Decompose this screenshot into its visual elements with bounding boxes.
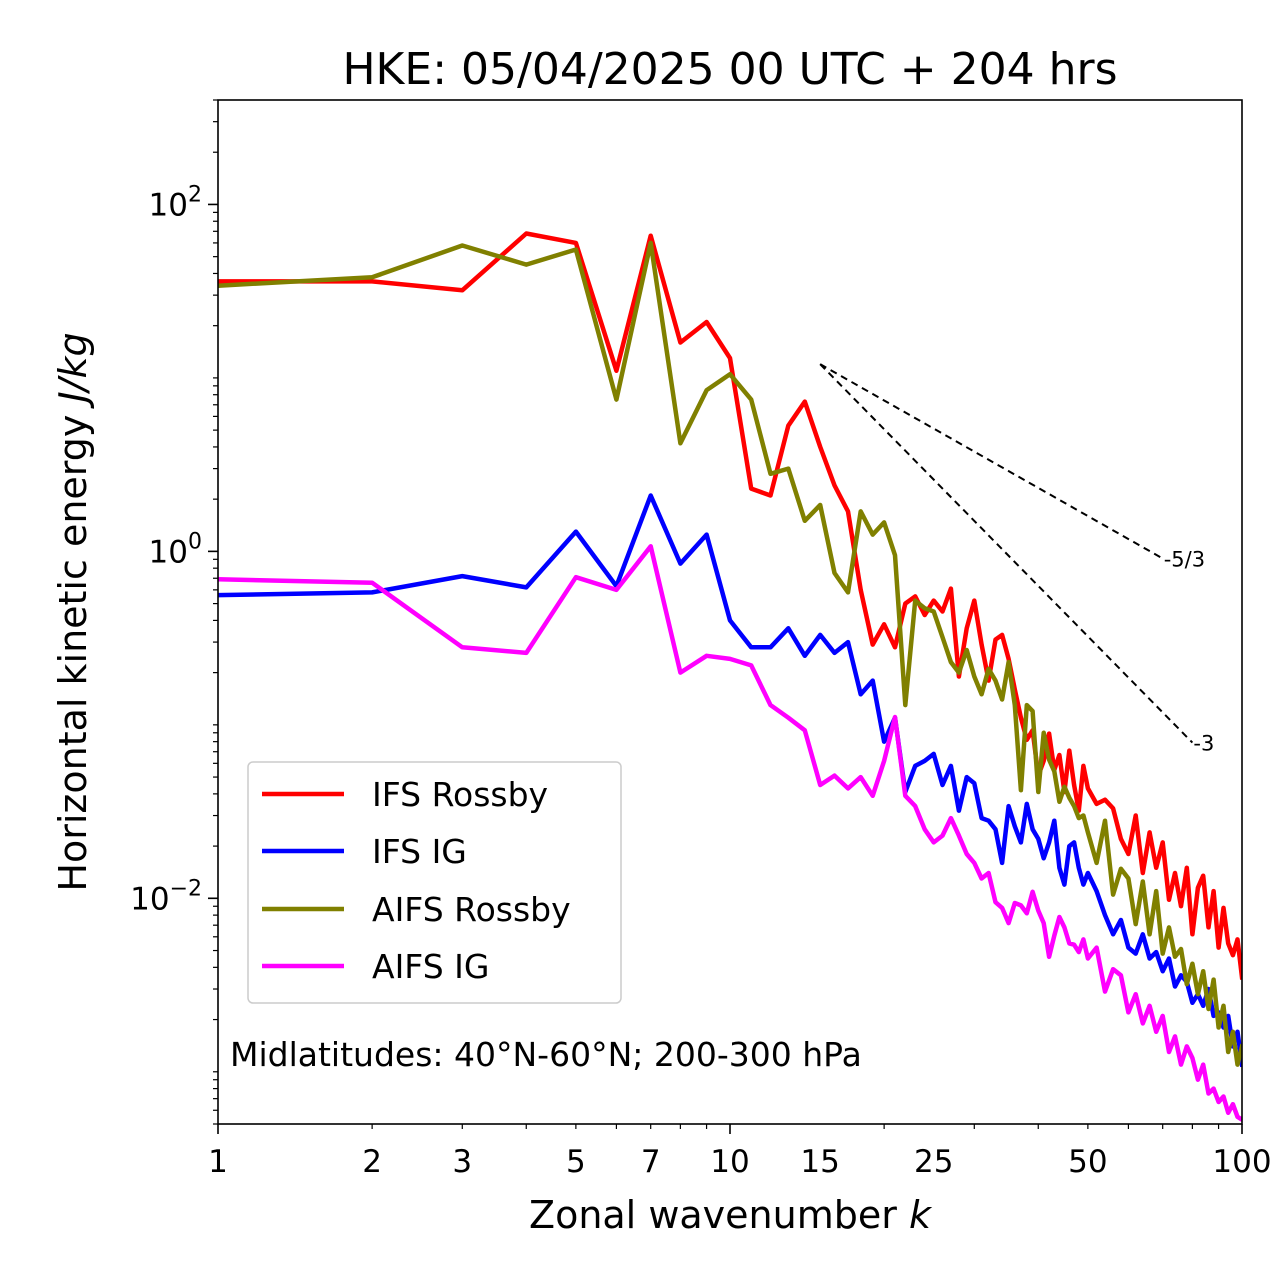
legend-label-ifs-ig: IFS IG: [372, 832, 467, 871]
reference-line-label-0: -5/3: [1164, 547, 1205, 571]
reference-line-label-1: -3: [1193, 732, 1214, 756]
legend-box: [247, 761, 622, 1004]
series-line-aifs-rossby: [218, 240, 1242, 1067]
x-axis-label: Zonal wavenumber k: [529, 1193, 933, 1237]
legend-label-ifs-rossby: IFS Rossby: [372, 775, 548, 814]
x-tick-label: 1: [208, 1144, 228, 1180]
x-tick-label: 100: [1212, 1144, 1271, 1180]
y-axis-label: Horizontal kinetic energy J/kg: [51, 332, 95, 891]
chart-title: HKE: 05/04/2025 00 UTC + 204 hrs: [342, 44, 1117, 95]
y-tick-label: 102: [149, 182, 202, 223]
series-line-ifs-ig: [218, 493, 1242, 1068]
region-annotation: Midlatitudes: 40°N-60°N; 200-300 hPa: [230, 1035, 862, 1074]
series-line-aifs-ig: [218, 544, 1242, 1123]
series-line-ifs-rossby: [218, 231, 1242, 980]
x-tick-label: 25: [914, 1144, 953, 1180]
y-axis-ticks: 10−2 100 102: [130, 99, 218, 1125]
legend-label-aifs-ig: AIFS IG: [372, 947, 489, 986]
x-tick-label: 50: [1068, 1144, 1107, 1180]
y-tick-label: 100: [149, 529, 202, 570]
series-layer: [218, 231, 1242, 1123]
x-tick-label: 7: [641, 1144, 661, 1180]
x-tick-label: 10: [710, 1144, 749, 1180]
x-axis-ticks: 1 2 3 5 7 10 15 25 50 100: [208, 1124, 1272, 1180]
x-tick-label: 2: [362, 1144, 382, 1180]
reference-line-1: [819, 363, 1194, 744]
x-tick-label: 3: [452, 1144, 472, 1180]
legend-label-aifs-rossby: AIFS Rossby: [372, 890, 571, 929]
x-tick-label: 5: [566, 1144, 586, 1180]
legend: IFS Rossby IFS IG AIFS Rossby AIFS IG: [247, 761, 622, 1004]
reference-lines: -5/3 -3: [819, 363, 1214, 756]
reference-line-0: [819, 363, 1164, 560]
x-tick-label: 15: [800, 1144, 839, 1180]
y-tick-label: 10−2: [130, 876, 202, 917]
